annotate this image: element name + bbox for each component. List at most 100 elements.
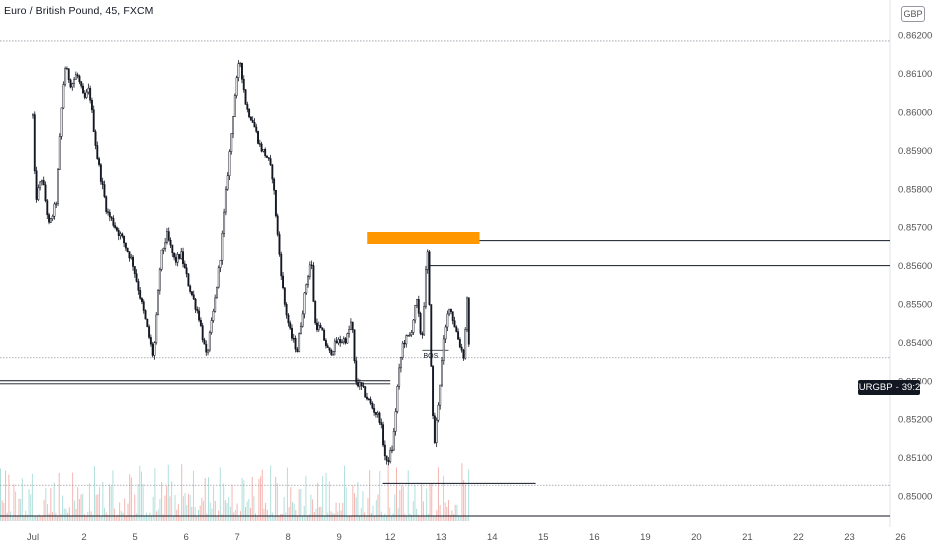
candle-body: [439, 384, 442, 406]
volume-bar: [3, 502, 5, 521]
time-tick-label: 26: [895, 532, 906, 543]
volume-bar: [395, 467, 397, 521]
candle-body: [98, 158, 101, 165]
candle-body: [283, 287, 286, 305]
time-axis[interactable]: Jul 2 5 6 7 8 9 12 13 14 15 16 19 20 21 22 23 26: [27, 532, 906, 543]
volume-bar: [283, 496, 285, 521]
volume-bar: [174, 495, 176, 521]
candle-body: [207, 349, 209, 353]
volume-bar: [288, 507, 290, 521]
candle-body: [82, 85, 84, 94]
volume-bar: [129, 474, 131, 521]
volume-bar: [370, 513, 372, 521]
volume-bar: [354, 493, 356, 521]
volume-bar: [132, 515, 134, 521]
candle-body: [182, 251, 184, 265]
volume-bar: [95, 495, 97, 521]
candle-body: [441, 360, 443, 386]
volume-bar: [137, 484, 139, 521]
price-tick-label: 0.85200: [898, 415, 932, 426]
volume-bar: [15, 491, 17, 521]
volume-bar: [464, 484, 466, 521]
volume-bar: [203, 500, 205, 521]
candle-body: [423, 306, 426, 336]
candle-body: [274, 189, 277, 217]
price-tick-label: 0.85800: [898, 184, 932, 195]
candle-body: [314, 301, 317, 324]
time-tick-label: 7: [234, 532, 239, 543]
candle-body: [401, 342, 404, 358]
volume-bar: [181, 464, 183, 521]
volume-bar: [192, 470, 194, 521]
candle-body: [174, 256, 177, 263]
volume-bar: [243, 480, 245, 521]
volume-bar: [293, 503, 295, 521]
candle-body: [169, 239, 172, 246]
volume-bar: [58, 472, 60, 521]
chart-title: Euro / British Pound, 45, FXCM: [4, 5, 154, 17]
volume-bar: [236, 503, 238, 521]
volume-bar: [20, 498, 22, 521]
volume-bar: [224, 500, 226, 521]
candle-body: [455, 326, 458, 332]
volume-bar: [385, 515, 387, 521]
candle-body: [123, 235, 126, 244]
volume-bar: [248, 498, 250, 521]
volume-bar: [161, 482, 163, 521]
volume-bar: [109, 484, 111, 521]
volume-bar: [352, 485, 354, 521]
volume-bar: [313, 512, 315, 521]
candle-body: [89, 87, 92, 101]
volume-bar: [365, 515, 367, 521]
candle-body: [78, 75, 81, 83]
volume-bar: [233, 512, 235, 521]
candle-body: [399, 357, 402, 369]
volume-bar: [228, 497, 230, 521]
volume-bar: [93, 466, 95, 521]
volume-bar: [453, 514, 455, 521]
volume-bar: [73, 500, 75, 521]
volume-bar: [345, 487, 347, 521]
volume-bar: [110, 486, 112, 521]
candle-body: [210, 320, 213, 333]
candle-body: [430, 304, 433, 367]
volume-bar: [167, 464, 169, 521]
price-tick-label: 0.85100: [898, 453, 932, 464]
candle-body: [39, 181, 42, 189]
currency-badge[interactable]: GBP: [901, 6, 925, 22]
volume-bar: [281, 513, 283, 521]
price-axis[interactable]: 0.850000.851000.852000.853000.854000.855…: [898, 31, 932, 503]
volume-bar: [338, 502, 340, 521]
candle-body: [342, 338, 345, 343]
candle-body: [235, 77, 238, 96]
volume-bar: [60, 514, 62, 521]
candle-body: [74, 74, 77, 80]
volume-bar: [231, 484, 233, 521]
candle-body: [262, 148, 265, 152]
time-tick-label: 14: [487, 532, 498, 543]
volume-bar: [404, 514, 406, 521]
candle-body: [373, 407, 376, 413]
symbol-label: EURGBP: [852, 382, 893, 393]
candle-body: [216, 286, 218, 299]
volume-bar: [219, 467, 221, 521]
volume-bar: [411, 514, 413, 521]
volume-bar: [276, 483, 278, 521]
volume-bar: [382, 515, 384, 521]
candle-body: [260, 143, 263, 152]
candle-body: [387, 459, 390, 463]
candle-body: [348, 329, 351, 334]
supply-zone-rect[interactable]: [367, 232, 480, 244]
candle-body: [117, 230, 120, 236]
candle-body: [105, 196, 108, 212]
volume-bar: [208, 477, 210, 521]
volume-bar: [399, 490, 401, 521]
candle-body: [424, 269, 427, 307]
volume-bar: [18, 498, 20, 521]
candle-body: [341, 341, 343, 344]
candle-body: [346, 333, 349, 344]
candle-body: [273, 178, 276, 191]
volume-bar: [67, 512, 69, 521]
volume-bar: [68, 507, 70, 521]
